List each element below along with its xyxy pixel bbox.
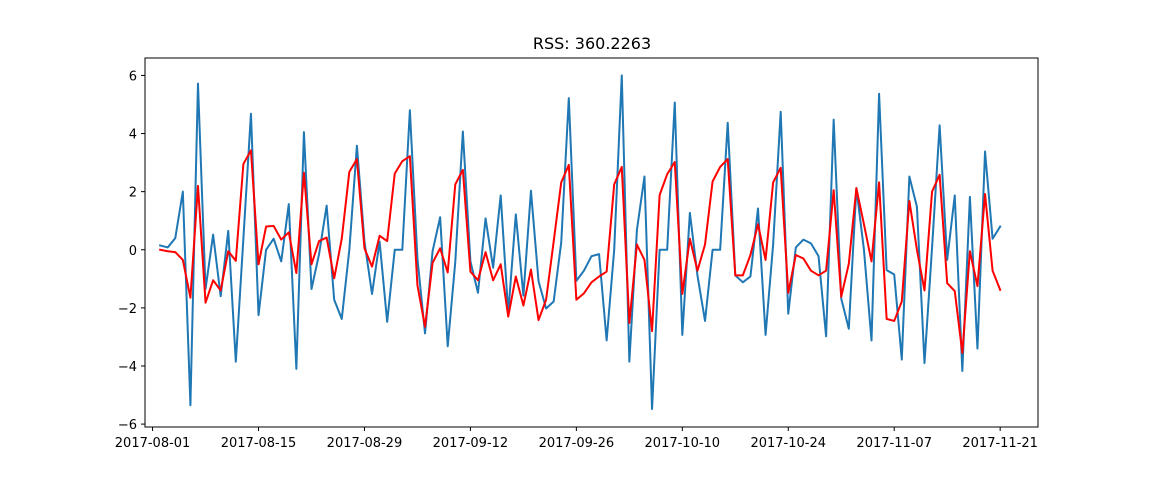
- x-tick-label: 2017-10-10: [645, 436, 721, 451]
- series-line-1: [158, 74, 1002, 410]
- series-layer: [158, 74, 1002, 410]
- series-line-2: [158, 149, 1002, 354]
- x-tick-label: 2017-11-21: [962, 436, 1038, 451]
- x-axis: 2017-08-01 2017-08-15 2017-08-29 2017-09-12…: [115, 427, 1038, 451]
- x-tick-label: 2017-11-07: [856, 436, 932, 451]
- x-tick-label: 2017-08-29: [327, 436, 403, 451]
- x-tick-label: 2017-08-15: [221, 436, 297, 451]
- x-tick-label: 2017-10-24: [750, 436, 826, 451]
- y-tick-label: −6: [118, 418, 137, 433]
- x-tick-label: 2017-09-26: [539, 436, 615, 451]
- y-tick-label: −2: [118, 302, 137, 317]
- x-tick-label: 2017-09-12: [433, 436, 509, 451]
- y-tick-label: 6: [129, 69, 137, 84]
- y-axis: −6 −4 −2 0 2 4 6: [118, 69, 145, 433]
- y-tick-label: 0: [129, 244, 137, 259]
- y-tick-label: 4: [129, 128, 137, 143]
- y-tick-label: 2: [129, 186, 137, 201]
- x-tick-label: 2017-08-01: [115, 436, 191, 451]
- plot-frame: [144, 57, 1039, 428]
- y-tick-label: −4: [118, 360, 137, 375]
- chart-title: RSS: 360.2263: [533, 34, 651, 53]
